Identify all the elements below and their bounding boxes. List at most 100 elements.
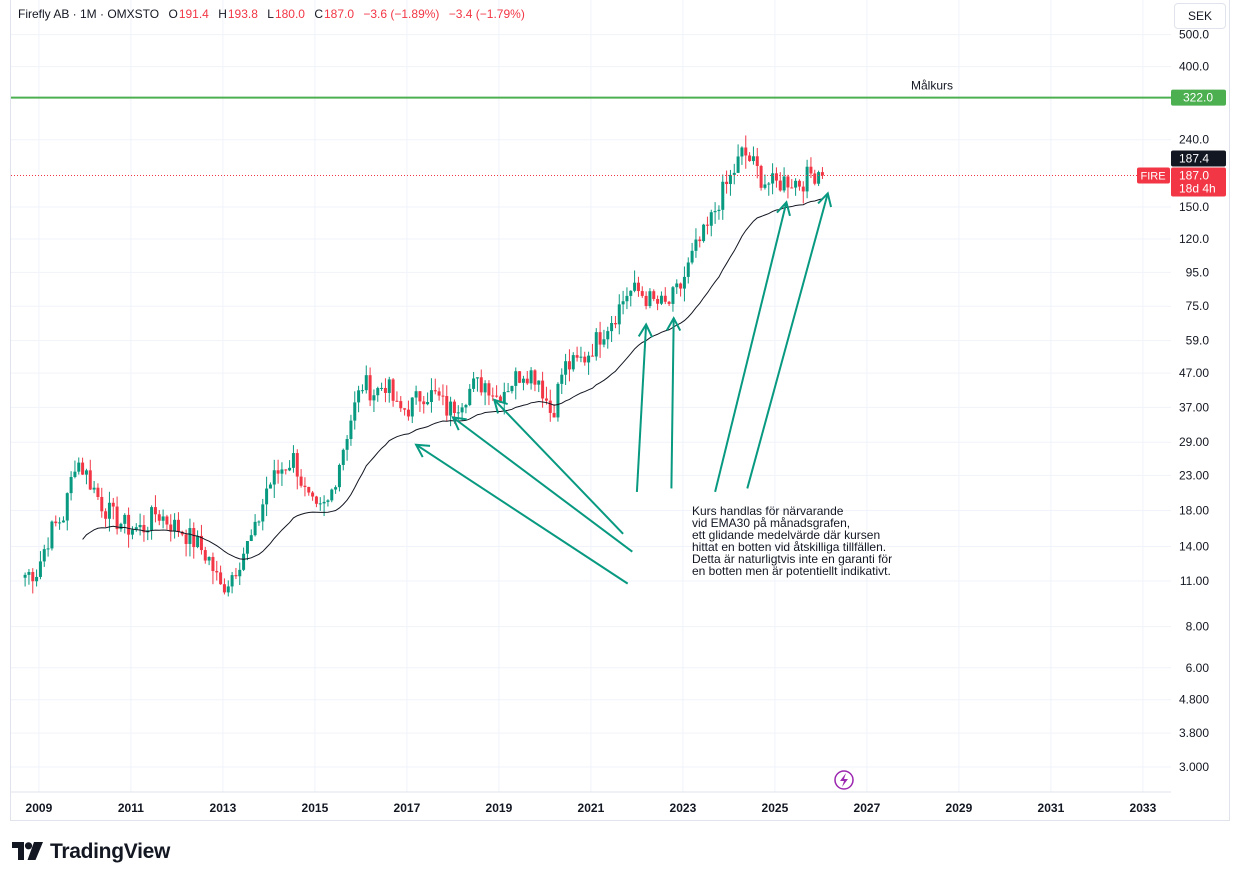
candle-body (441, 395, 445, 397)
candle (54, 515, 58, 527)
candle-body (575, 355, 579, 358)
candle-body (763, 184, 767, 188)
candle-body (518, 371, 522, 383)
candle-body (583, 356, 587, 363)
candle (153, 495, 157, 523)
candle-body (694, 239, 698, 251)
candle (322, 495, 326, 517)
candle-body (809, 166, 813, 174)
candle-body (464, 405, 468, 408)
candle-body (740, 147, 744, 157)
candle-body (35, 576, 39, 582)
candle-body (679, 283, 683, 289)
candle-body (813, 173, 817, 184)
candle (27, 569, 31, 585)
candle-body (460, 407, 464, 413)
candle (556, 382, 560, 422)
candle-body (801, 186, 805, 192)
candle-body (314, 496, 318, 504)
candle-body (437, 391, 441, 396)
candle (410, 397, 414, 424)
candle-body (134, 527, 138, 530)
candle (529, 367, 533, 390)
candle-body (721, 181, 725, 210)
candle (602, 329, 606, 348)
candle-body (150, 507, 154, 531)
chart-canvas[interactable]: 3.000 3.800 4.800 6.00 8.00 11.00 14.00 18.00 23… (11, 0, 1231, 821)
candle-body (544, 398, 548, 401)
candle-body (602, 339, 606, 345)
candle (813, 169, 817, 186)
candle (744, 135, 748, 169)
candle-body (736, 156, 740, 173)
candle (249, 529, 253, 542)
candle-body (372, 395, 376, 401)
candle-body (732, 172, 736, 175)
candle-body (130, 529, 134, 535)
candle-body (652, 291, 656, 299)
annotation-arrowhead (492, 398, 508, 414)
candle (422, 396, 426, 414)
candle (414, 385, 418, 405)
candle (50, 520, 54, 551)
lightning-icon-bolt (840, 773, 848, 787)
candle-body (249, 535, 253, 542)
y-tick-label: 240.0 (1179, 133, 1209, 147)
candle-body (92, 487, 96, 490)
annotation-arrow (452, 416, 633, 553)
candle-body (307, 486, 311, 493)
annotation-arrow (415, 443, 629, 585)
candle-body (514, 371, 518, 386)
candle (61, 516, 65, 523)
candle-body (349, 420, 353, 440)
candle (644, 291, 648, 310)
candle-body (529, 370, 533, 384)
candle-body (104, 511, 108, 519)
candle-body (552, 412, 556, 418)
candle (31, 568, 35, 594)
chart-frame[interactable]: 3.000 3.800 4.800 6.00 8.00 11.00 14.00 18.00 23… (10, 0, 1230, 821)
candle-body (633, 282, 637, 291)
symbol-tag-label: FIRE (1140, 170, 1165, 182)
candle-body (364, 375, 368, 391)
y-tick-label: 14.00 (1179, 539, 1209, 553)
candle-body (311, 492, 315, 497)
candle-body (725, 181, 729, 185)
currency-button[interactable]: SEK (1174, 3, 1226, 29)
candle-body (571, 355, 575, 370)
tradingview-logo-icon (12, 842, 43, 860)
candle-body (606, 331, 610, 340)
candle (215, 560, 219, 581)
candle-body (820, 172, 824, 176)
candle (238, 562, 242, 586)
candle-body (234, 575, 238, 577)
symbol-title[interactable]: Firefly AB · 1M · OMXSTO (18, 7, 160, 21)
candle-body (475, 377, 479, 379)
candle (234, 567, 238, 580)
tradingview-logo[interactable]: TradingView (12, 840, 170, 864)
candle (790, 179, 794, 189)
candle-body (261, 504, 265, 522)
candle (621, 290, 625, 315)
candle (138, 513, 142, 536)
candle (613, 315, 617, 329)
candle-body (330, 489, 334, 501)
candle-body (399, 401, 403, 409)
annotation-arrow (493, 399, 624, 535)
candle-body (383, 387, 387, 393)
candle-body (748, 155, 752, 162)
candle-body (560, 374, 564, 384)
candle (207, 556, 211, 566)
candle (372, 389, 376, 412)
candle-body (334, 487, 338, 490)
candle (567, 349, 571, 382)
candle (349, 414, 353, 446)
candle-body (771, 173, 775, 184)
candle-body (590, 355, 594, 357)
candle (771, 163, 775, 195)
candle (357, 385, 361, 413)
candle (360, 384, 364, 394)
candle (564, 353, 568, 385)
candle-body (157, 514, 161, 521)
candle-body (226, 586, 230, 593)
